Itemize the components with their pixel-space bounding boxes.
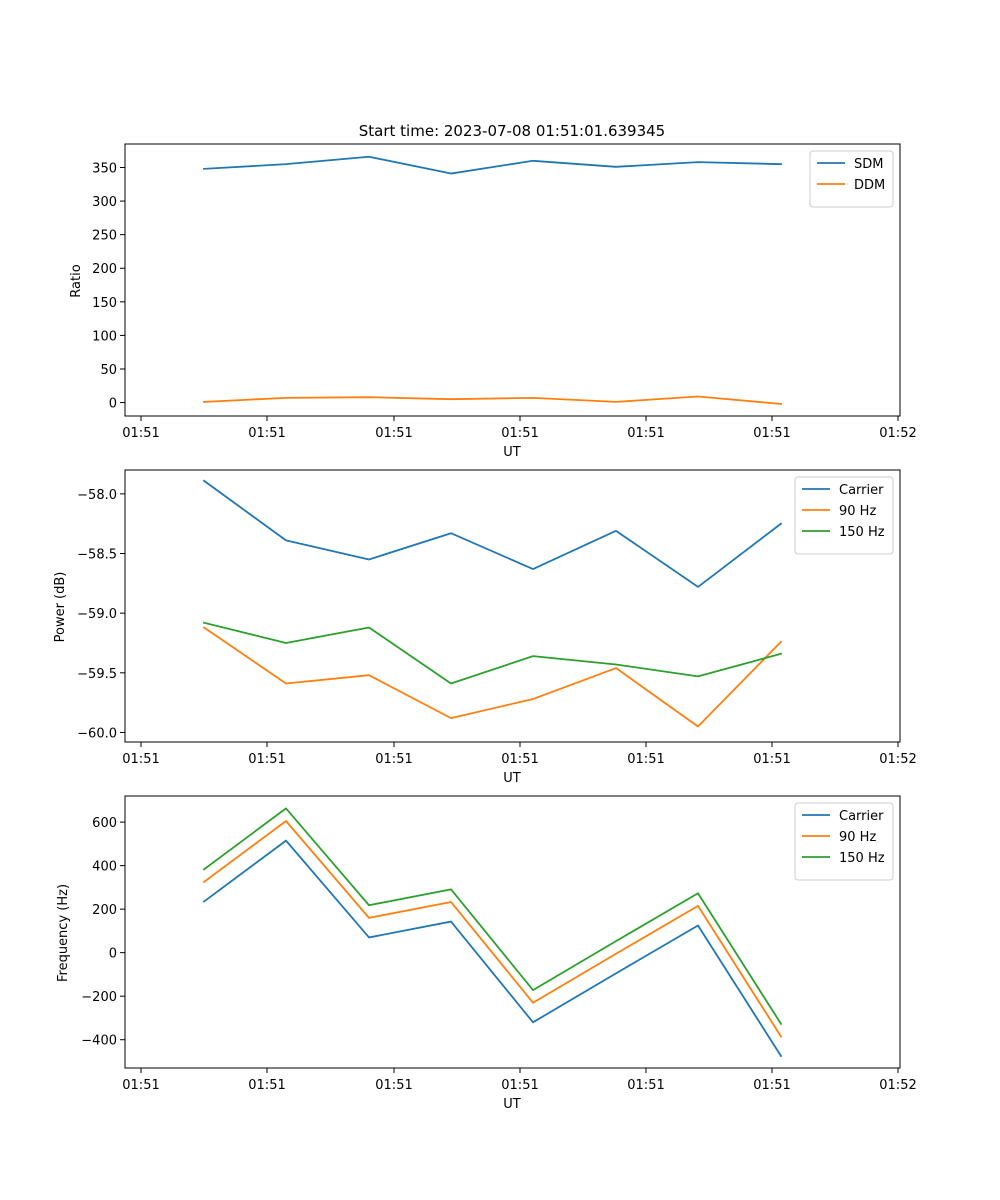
ratio-legend-label-sdm: SDM (854, 157, 883, 172)
frequency-y-tick-label: 400 (92, 860, 117, 875)
power-legend: Carrier 90 Hz 150 Hz (794, 476, 894, 555)
ratio-x-tick-label: 01:51 (627, 426, 664, 441)
power-x-axis-label: UT (503, 771, 521, 786)
power-x-tick-label: 01:51 (122, 752, 159, 767)
power-panel: 01:51 01:51 01:51 01:51 01:51 01:51 01:52 −58.0… (53, 469, 917, 786)
power-y-tick-label: −58.5 (77, 548, 117, 563)
ratio-series-line-sdm (203, 155, 782, 175)
frequency-x-tick-label: 01:51 (627, 1078, 664, 1093)
ratio-x-tick-label: 01:51 (122, 426, 159, 441)
ratio-y-tick-label: 50 (100, 363, 117, 378)
power-y-tick-label: −58.0 (77, 488, 117, 503)
frequency-y-tick-label: 0 (109, 947, 117, 962)
frequency-series-line-90-hz (202, 820, 783, 1038)
power-y-axis-label: Power (dB) (53, 572, 68, 643)
frequency-y-axis-label: Frequency (Hz) (56, 884, 71, 982)
ratio-panel: Start time: 2023-07-08 01:51:01.639345 0… (69, 122, 917, 460)
power-legend-label-carrier: Carrier (839, 483, 884, 498)
power-legend-label-150-hz: 150 Hz (839, 525, 885, 540)
power-legend-box (794, 476, 894, 555)
frequency-series-line-150-hz (202, 807, 783, 1026)
ratio-x-tick-label: 01:51 (248, 426, 285, 441)
frequency-legend: Carrier 90 Hz 150 Hz (794, 802, 894, 881)
frequency-legend-label-90-hz: 90 Hz (839, 830, 876, 845)
ratio-plot-area: 01:51 01:51 01:51 01:51 01:51 01:51 01:52 0 50 10… (92, 155, 917, 441)
frequency-axes-frame (124, 795, 901, 1069)
power-x-tick-label: 01:51 (375, 752, 412, 767)
power-x-tick-label: 01:51 (248, 752, 285, 767)
power-axes-frame (124, 469, 901, 743)
ratio-y-tick-label: 350 (92, 162, 117, 177)
power-y-tick-label: −59.0 (77, 607, 117, 622)
chart-title: Start time: 2023-07-08 01:51:01.639345 (359, 122, 665, 140)
power-y-tick-label: −59.5 (77, 667, 117, 682)
ratio-x-tick-label: 01:51 (501, 426, 538, 441)
power-legend-label-90-hz: 90 Hz (839, 504, 876, 519)
ratio-y-tick-label: 300 (92, 195, 117, 210)
frequency-plot-area: 01:51 01:51 01:51 01:51 01:51 01:51 01:52 600 40… (81, 807, 917, 1093)
power-series-line-150-hz (202, 621, 783, 685)
ratio-x-tick-label: 01:51 (753, 426, 790, 441)
ratio-y-axis-label: Ratio (69, 264, 84, 297)
ratio-x-tick-label: 01:52 (879, 426, 916, 441)
frequency-x-tick-label: 01:51 (248, 1078, 285, 1093)
frequency-legend-label-150-hz: 150 Hz (839, 851, 885, 866)
ratio-y-tick-label: 0 (109, 397, 117, 412)
power-y-tick-label: −60.0 (77, 726, 117, 741)
power-x-tick-label: 01:51 (501, 752, 538, 767)
ratio-legend: SDM DDM (809, 150, 894, 208)
power-x-tick-label: 01:51 (627, 752, 664, 767)
frequency-x-tick-label: 01:51 (375, 1078, 412, 1093)
ratio-legend-label-ddm: DDM (854, 178, 885, 193)
ratio-x-tick-label: 01:51 (375, 426, 412, 441)
power-x-tick-label: 01:51 (753, 752, 790, 767)
ratio-y-tick-label: 200 (92, 262, 117, 277)
frequency-x-tick-label: 01:51 (122, 1078, 159, 1093)
frequency-legend-label-carrier: Carrier (839, 809, 884, 824)
power-plot-area: 01:51 01:51 01:51 01:51 01:51 01:51 01:52 −58.0… (77, 479, 917, 767)
ratio-series-line-ddm (203, 395, 782, 405)
ratio-y-tick-label: 250 (92, 229, 117, 244)
frequency-x-axis-label: UT (503, 1097, 521, 1112)
frequency-x-tick-label: 01:51 (501, 1078, 538, 1093)
frequency-x-tick-label: 01:51 (753, 1078, 790, 1093)
frequency-y-tick-label: 600 (92, 816, 117, 831)
power-series-line-carrier (202, 479, 783, 588)
power-x-tick-label: 01:52 (879, 752, 916, 767)
frequency-y-tick-label: 200 (92, 903, 117, 918)
frequency-legend-box (794, 802, 894, 881)
ratio-y-tick-label: 100 (92, 329, 117, 344)
frequency-y-tick-label: −200 (81, 990, 117, 1005)
frequency-panel: 01:51 01:51 01:51 01:51 01:51 01:51 01:52 600 40… (56, 795, 917, 1112)
ratio-y-tick-label: 150 (92, 296, 117, 311)
power-series-line-90-hz (202, 626, 783, 728)
frequency-series-line-carrier (202, 839, 783, 1058)
ratio-legend-box (809, 150, 894, 208)
ratio-x-axis-label: UT (503, 445, 521, 460)
frequency-y-tick-label: −400 (81, 1034, 117, 1049)
frequency-x-tick-label: 01:52 (879, 1078, 916, 1093)
ratio-axes-frame (124, 143, 901, 417)
